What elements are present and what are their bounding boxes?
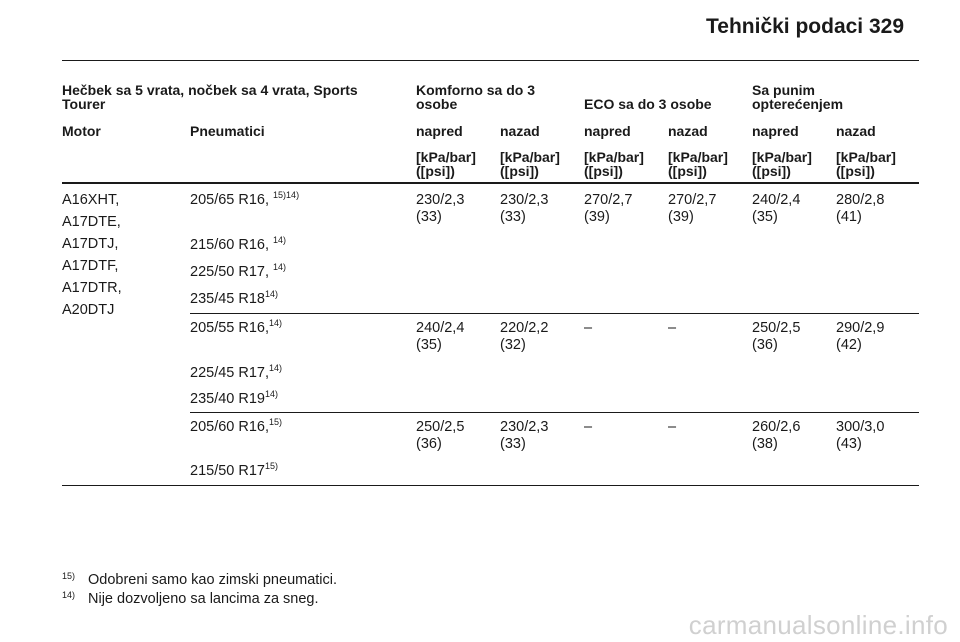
footnote-number: 14) xyxy=(62,590,76,600)
motor-item: A17DTF, xyxy=(62,258,119,274)
pressure-value: 280/2,8 (41) xyxy=(836,192,885,225)
tyre-size: 235/40 R1914) xyxy=(190,389,278,407)
pressure-value: – xyxy=(584,320,593,336)
footnote-text: Nije dozvoljeno sa lancima za sneg. xyxy=(88,591,319,607)
column-header-tyres: Pneumatici xyxy=(190,123,265,139)
column-header-front: napred xyxy=(416,123,463,139)
column-header-rear: nazad xyxy=(836,123,876,139)
load-group-eco: ECO sa do 3 osobe xyxy=(584,96,712,112)
pressure-value: 230/2,3 (33) xyxy=(416,192,465,225)
unit-header: [kPa/bar] ([psi]) xyxy=(584,149,644,179)
page-number: 329 xyxy=(869,15,905,38)
pressure-value: 270/2,7 (39) xyxy=(668,192,717,225)
pressure-value: 270/2,7 (39) xyxy=(584,192,633,225)
load-group-full: Sa punim opterećenjem xyxy=(752,82,844,112)
pressure-value: 260/2,6 (38) xyxy=(752,419,801,452)
motor-item: A17DTE, xyxy=(62,214,121,230)
tyre-size: 225/45 R17,14) xyxy=(190,363,283,381)
column-header-rear: nazad xyxy=(500,123,540,139)
motor-item: A17DTJ, xyxy=(62,236,119,252)
page-title: Tehnički podaci xyxy=(706,15,864,38)
column-header-front: napred xyxy=(752,123,799,139)
tyre-size: 205/55 R16,14) xyxy=(190,318,283,336)
motor-list: A16XHT, A17DTE, A17DTJ, A17DTF, A17DTR, … xyxy=(62,192,122,324)
tyre-size: 215/50 R1715) xyxy=(190,461,278,479)
motor-item: A20DTJ xyxy=(62,302,115,318)
table-bottom-rule xyxy=(62,485,919,486)
unit-header: [kPa/bar] ([psi]) xyxy=(500,149,560,179)
footnote-text: Odobreni samo kao zimski pneumatici. xyxy=(88,572,338,588)
group-divider xyxy=(190,412,919,413)
pressure-value: 290/2,9 (42) xyxy=(836,320,885,353)
pressure-value: 240/2,4 (35) xyxy=(752,192,801,225)
footnote-number: 15) xyxy=(62,571,76,581)
tyre-size: 225/50 R17, 14) xyxy=(190,262,287,280)
group-divider xyxy=(190,313,919,314)
pressure-value: 230/2,3 (33) xyxy=(500,192,549,225)
pressure-value: 230/2,3 (33) xyxy=(500,419,549,452)
tyre-size: 205/60 R16,15) xyxy=(190,417,283,435)
unit-header: [kPa/bar] ([psi]) xyxy=(752,149,812,179)
load-group-comfort: Komforno sa do 3 osobe xyxy=(416,82,536,112)
pressure-value: 240/2,4 (35) xyxy=(416,320,465,353)
unit-header: [kPa/bar] ([psi]) xyxy=(668,149,728,179)
column-header-motor: Motor xyxy=(62,123,101,139)
pressure-value: – xyxy=(668,419,677,435)
pressure-value: 250/2,5 (36) xyxy=(416,419,465,452)
watermark: carmanualsonline.info xyxy=(688,610,948,640)
pressure-value: 250/2,5 (36) xyxy=(752,320,801,353)
tyre-size: 205/65 R16, 15)14) xyxy=(190,190,300,208)
motor-item: A17DTR, xyxy=(62,280,122,296)
group-title: Hečbek sa 5 vrata, nočbek sa 4 vrata, Sp… xyxy=(62,82,358,112)
unit-header: [kPa/bar] ([psi]) xyxy=(416,149,476,179)
motor-item: A16XHT, xyxy=(62,192,120,208)
pressure-value: 300/3,0 (43) xyxy=(836,419,885,452)
table-header-rule xyxy=(62,182,919,184)
pressure-value: 220/2,2 (32) xyxy=(500,320,549,353)
pressure-value: – xyxy=(584,419,593,435)
column-header-front: napred xyxy=(584,123,631,139)
pressure-value: – xyxy=(668,320,677,336)
column-header-rear: nazad xyxy=(668,123,708,139)
tyre-size: 235/45 R1814) xyxy=(190,289,278,307)
header-rule xyxy=(62,60,919,61)
unit-header: [kPa/bar] ([psi]) xyxy=(836,149,896,179)
tyre-size: 215/60 R16, 14) xyxy=(190,235,287,253)
